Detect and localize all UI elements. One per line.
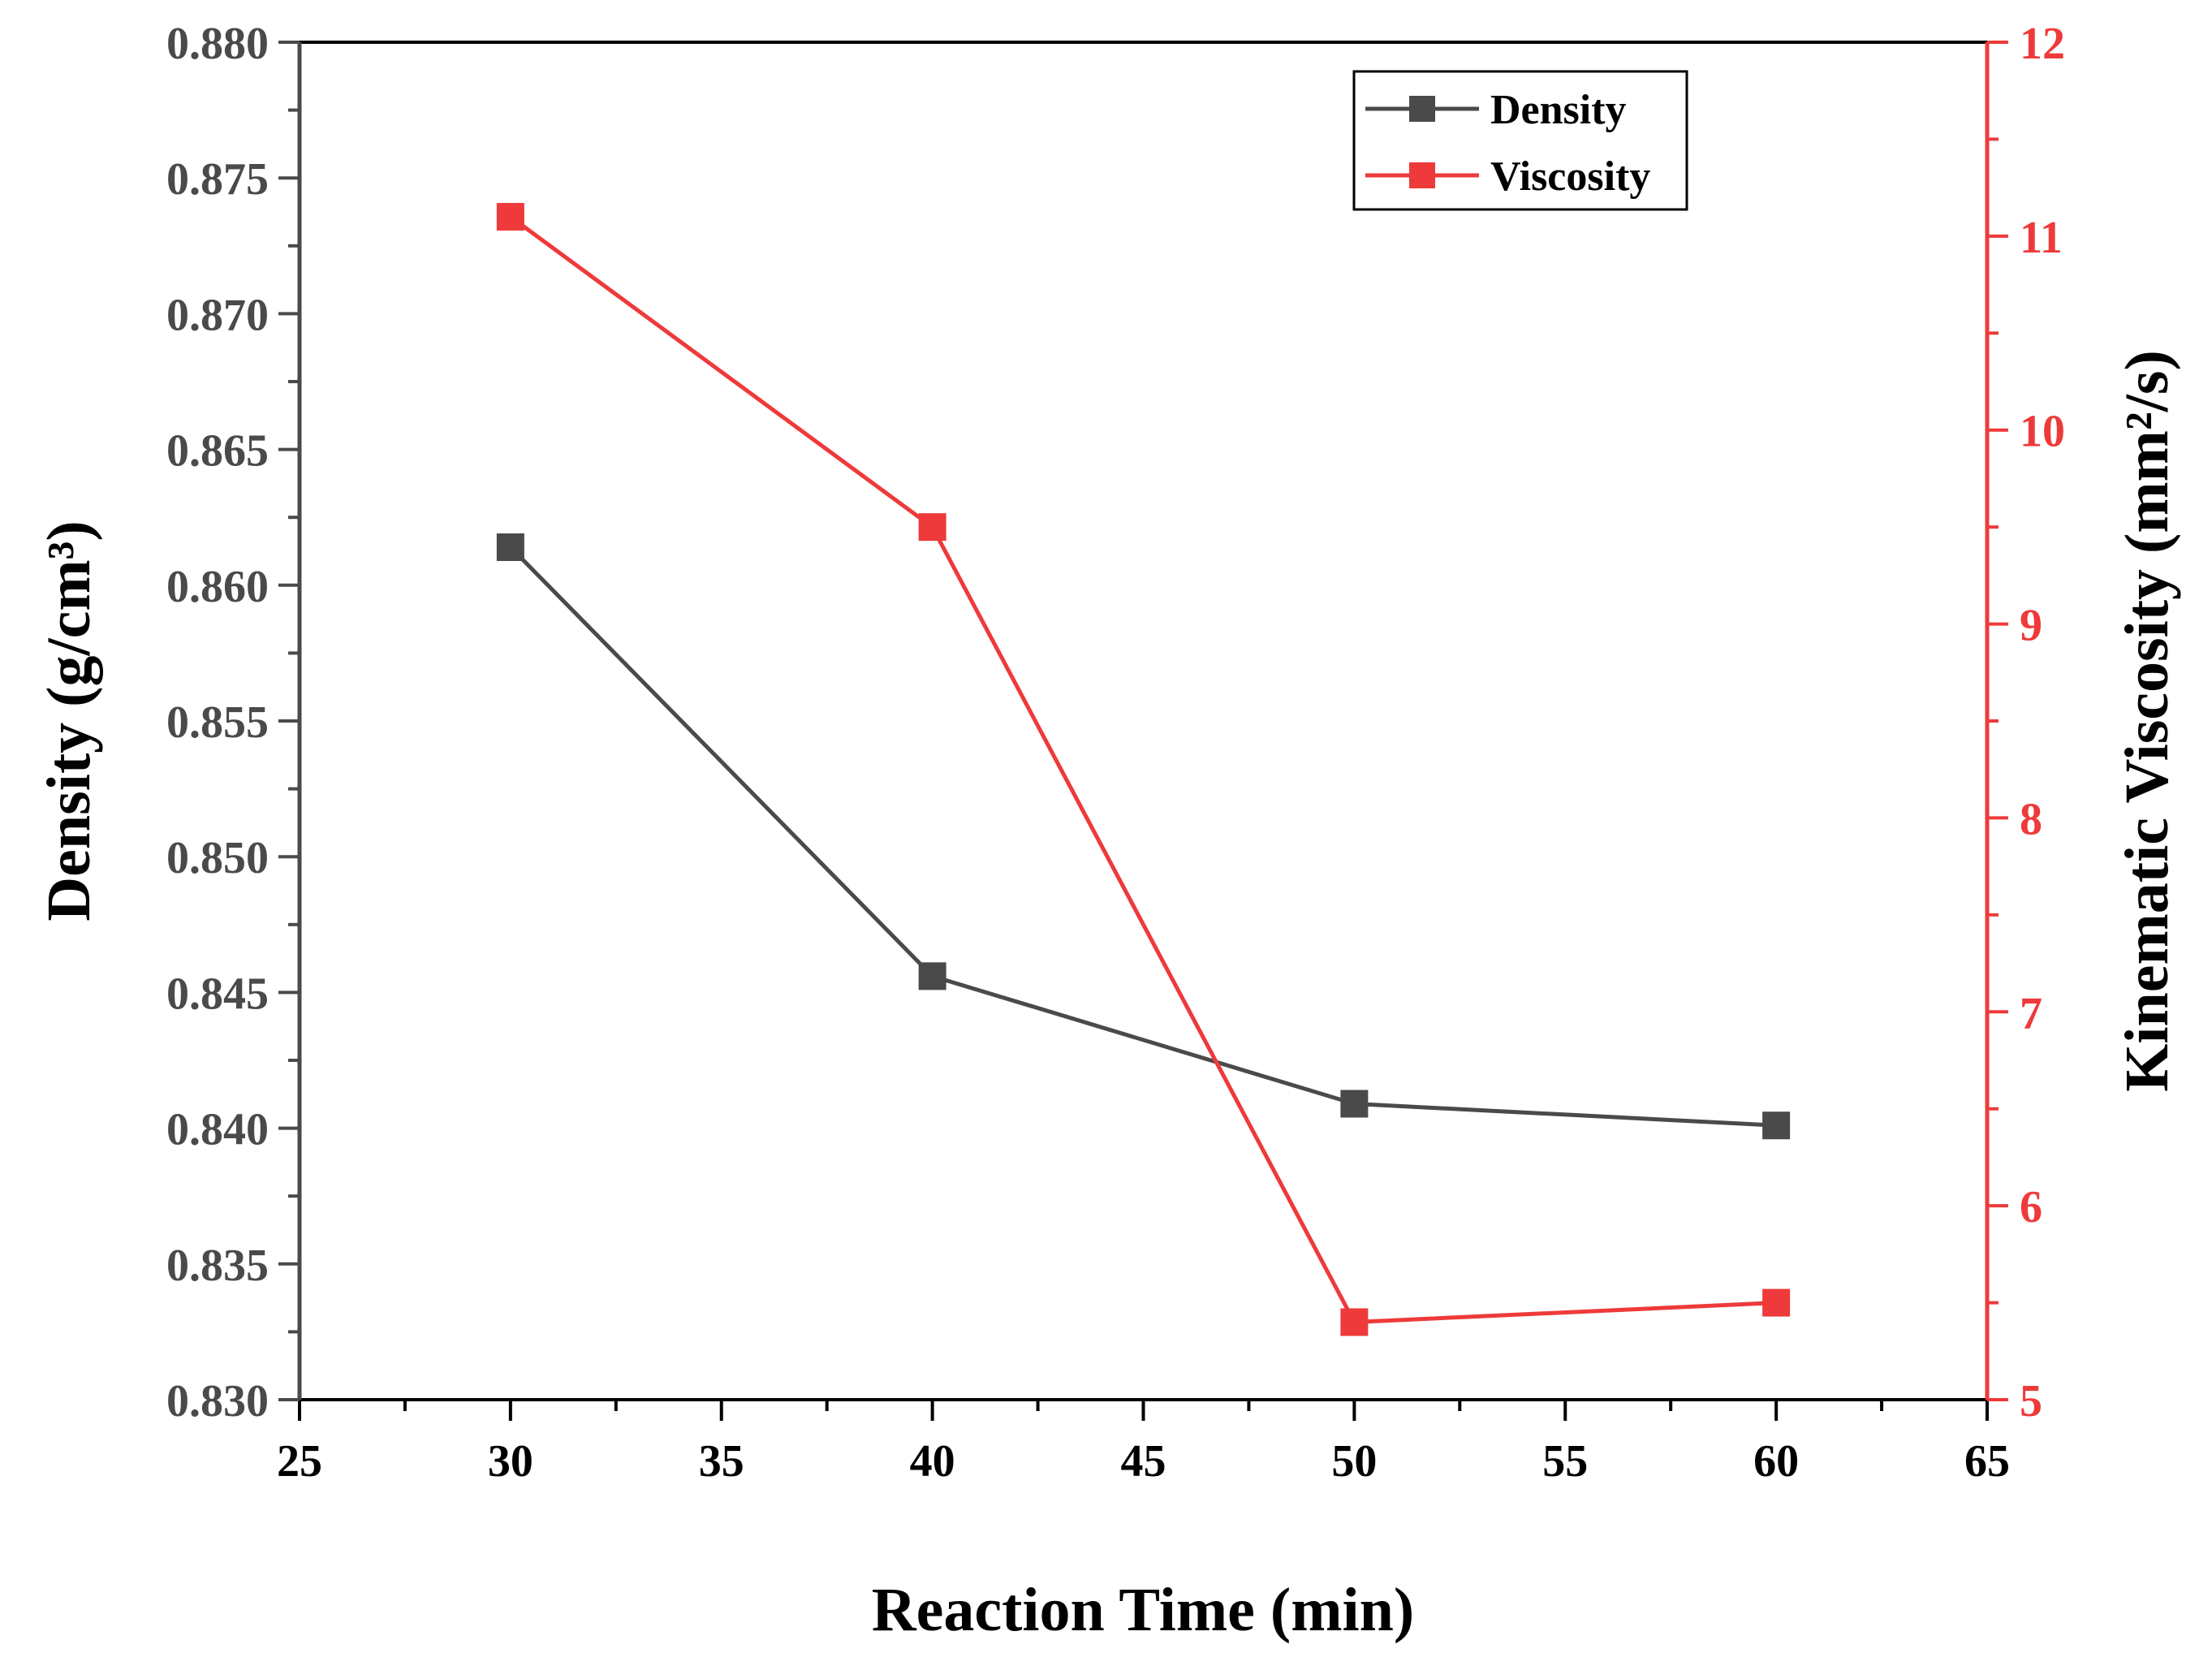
- right-y-tick-label: 7: [2020, 988, 2042, 1038]
- data-point-viscosity: [1340, 1308, 1369, 1336]
- left-y-axis-title: Density (g/cm³): [35, 520, 103, 921]
- legend-marker-density: [1409, 96, 1435, 122]
- data-point-density: [1340, 1090, 1369, 1118]
- x-tick-label: 25: [277, 1436, 322, 1487]
- left-y-tick-label: 0.875: [166, 154, 269, 205]
- series-layer: [496, 202, 1791, 1336]
- x-tick-label: 30: [488, 1436, 533, 1487]
- legend-marker-viscosity: [1409, 162, 1435, 188]
- data-point-density: [1762, 1111, 1791, 1140]
- left-y-tick-label: 0.855: [166, 697, 269, 748]
- x-tick-label: 65: [1964, 1436, 2010, 1487]
- right-y-axis: 5 6 7 8 9 10 11 12: [1987, 19, 2065, 1426]
- data-point-viscosity: [1762, 1288, 1791, 1317]
- data-point-density: [496, 533, 524, 561]
- left-y-tick-label: 0.865: [166, 426, 269, 477]
- right-y-axis-title: Kinematic Viscosity (mm²/s): [2113, 350, 2181, 1092]
- legend-label-viscosity: Viscosity: [1490, 153, 1650, 200]
- right-y-tick-label: 10: [2020, 407, 2065, 457]
- data-point-density: [918, 962, 946, 991]
- x-tick-label: 60: [1753, 1436, 1799, 1487]
- left-y-tick-label: 0.830: [166, 1376, 269, 1426]
- x-tick-label: 55: [1542, 1436, 1588, 1487]
- right-y-tick-label: 5: [2020, 1376, 2042, 1426]
- left-y-tick-label: 0.880: [166, 19, 269, 69]
- left-y-tick-label: 0.840: [166, 1105, 269, 1155]
- x-tick-label: 50: [1331, 1436, 1377, 1487]
- legend: Density Viscosity: [1352, 70, 1688, 211]
- right-y-tick-label: 8: [2020, 794, 2042, 844]
- x-tick-label: 40: [910, 1436, 955, 1487]
- data-point-viscosity: [496, 202, 524, 231]
- series-line-density: [509, 546, 1777, 1128]
- left-y-tick-label: 0.870: [166, 290, 269, 340]
- right-y-tick-label: 9: [2020, 601, 2042, 651]
- x-tick-label: 35: [699, 1436, 744, 1487]
- legend-label-density: Density: [1490, 87, 1627, 133]
- x-tick-label: 45: [1121, 1436, 1166, 1487]
- x-axis-title: Reaction Time (min): [872, 1576, 1414, 1644]
- left-y-axis: 0.830 0.835 0.840 0.845 0.850 0.855 0.860 0.865…: [166, 19, 300, 1426]
- left-y-tick-label: 0.845: [166, 969, 269, 1019]
- left-y-tick-label: 0.850: [166, 833, 269, 883]
- left-y-tick-label: 0.860: [166, 562, 269, 612]
- left-y-tick-label: 0.835: [166, 1241, 269, 1291]
- right-y-tick-label: 11: [2020, 213, 2063, 263]
- series-line-viscosity: [509, 214, 1777, 1324]
- right-y-tick-label: 6: [2020, 1182, 2042, 1232]
- data-point-viscosity: [918, 513, 946, 542]
- right-y-tick-label: 12: [2020, 19, 2065, 69]
- x-axis: 25 30 35 40 45 50 55 60 65: [277, 1400, 2010, 1487]
